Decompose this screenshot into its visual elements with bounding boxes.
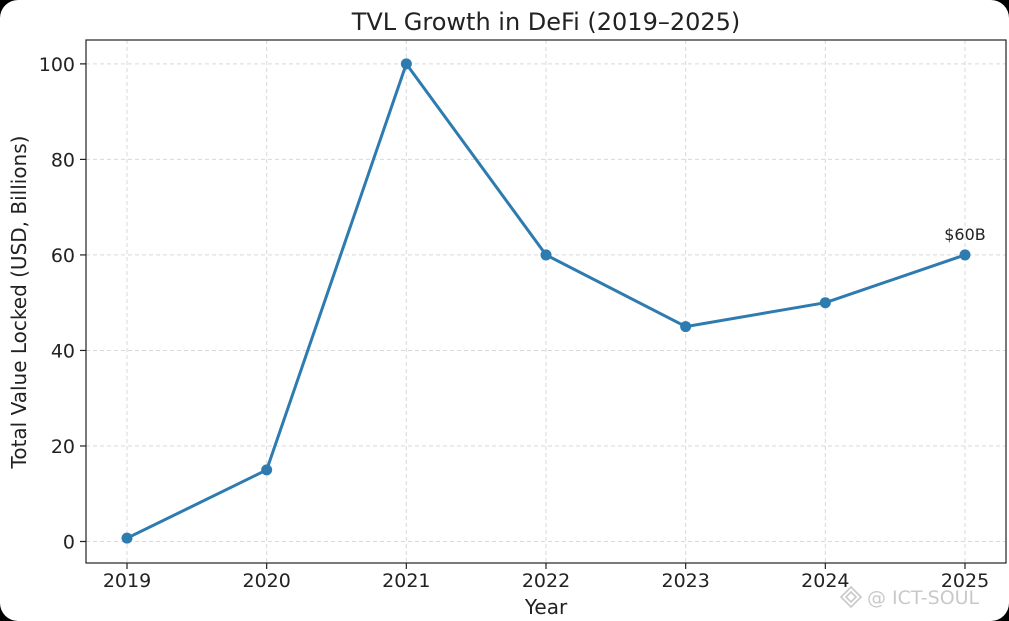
y-axis-label: Total Value Locked (USD, Billions) xyxy=(7,136,31,470)
x-tick-label: 2020 xyxy=(242,570,290,592)
data-label: $60B xyxy=(944,225,986,244)
x-tick-label: 2023 xyxy=(661,570,709,592)
axis-ticks xyxy=(80,63,966,569)
x-tick-label: 2025 xyxy=(941,570,989,592)
x-axis-label: Year xyxy=(524,595,568,619)
y-tick-label: 0 xyxy=(63,532,75,554)
series-tvl xyxy=(121,58,971,544)
data-point xyxy=(121,532,133,544)
x-tick-label: 2019 xyxy=(103,570,151,592)
x-tick-label: 2021 xyxy=(382,570,430,592)
y-tick-label: 20 xyxy=(51,436,75,458)
data-point xyxy=(680,321,692,333)
x-tick-label: 2022 xyxy=(522,570,570,592)
watermark: @ ICT-SOUL xyxy=(839,585,980,609)
data-point xyxy=(400,58,412,70)
y-tick-label: 60 xyxy=(51,245,75,267)
y-tick-label: 40 xyxy=(51,340,75,362)
data-point xyxy=(261,464,273,476)
watermark-text: @ ICT-SOUL xyxy=(867,587,980,609)
data-point xyxy=(959,249,971,261)
diamond-logo-icon xyxy=(839,585,863,609)
data-point xyxy=(819,297,831,309)
x-tick-label: 2024 xyxy=(801,570,849,592)
data-point xyxy=(540,249,552,261)
y-tick-label: 80 xyxy=(51,149,75,171)
y-tick-label: 100 xyxy=(39,54,75,76)
labels: 2019 2020 2021 2022 2023 2024 2025 0 20 40 60 80 100… xyxy=(39,54,989,592)
grid-lines xyxy=(86,40,1006,563)
chart-title: TVL Growth in DeFi (2019–2025) xyxy=(351,8,741,36)
